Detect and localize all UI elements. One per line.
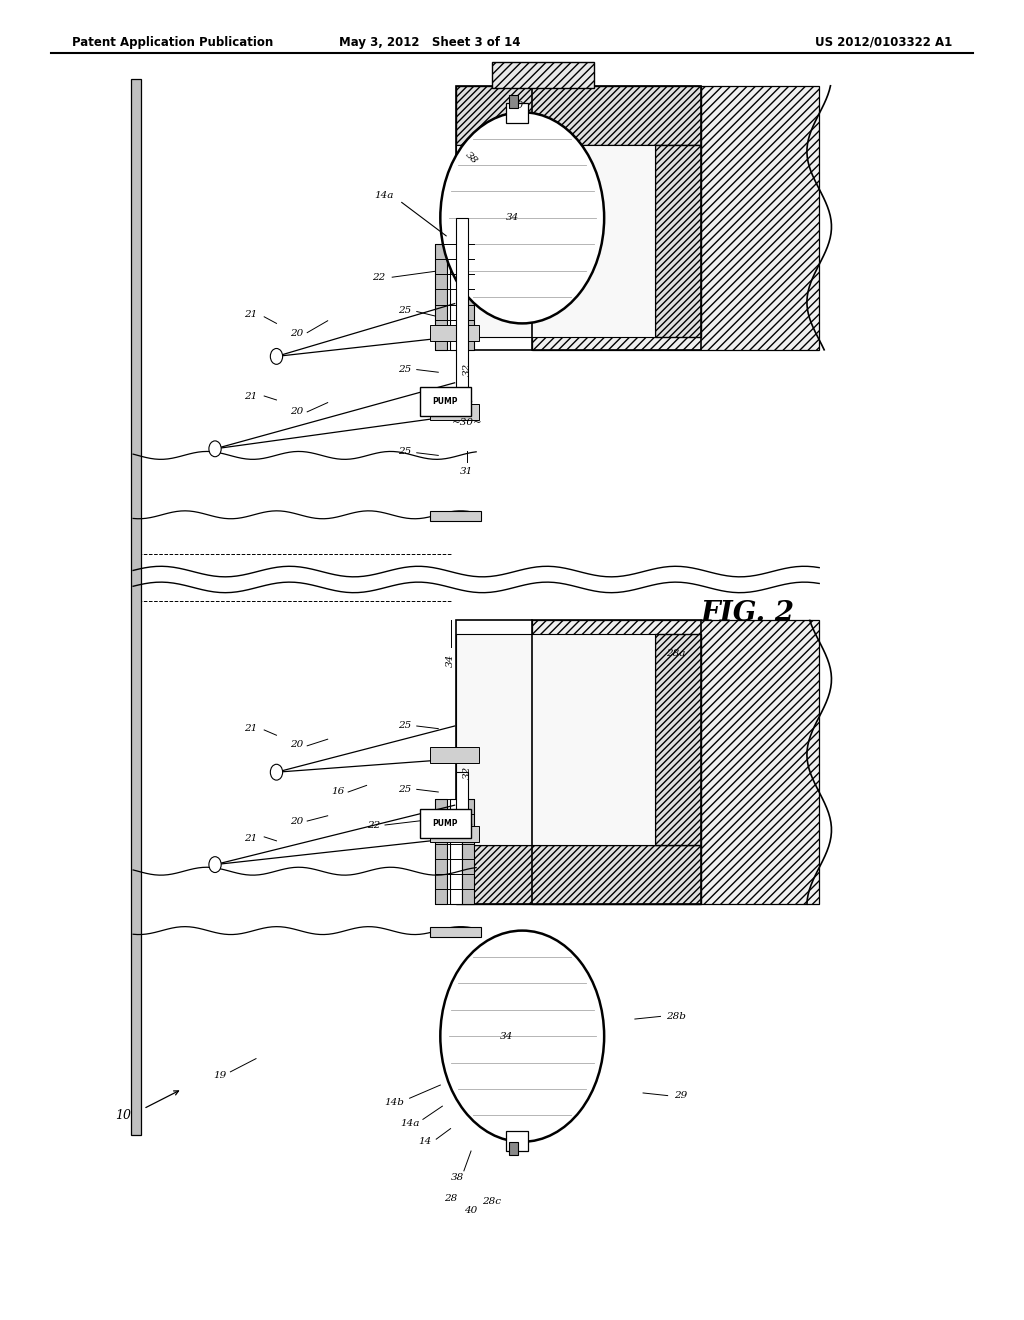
Text: 20: 20 [291, 408, 303, 416]
Text: 34: 34 [506, 214, 518, 222]
Bar [420, 809, 471, 838]
Bar [509, 95, 518, 108]
Text: 22: 22 [373, 273, 385, 281]
Circle shape [270, 348, 283, 364]
Bar [655, 145, 701, 337]
Bar [456, 218, 468, 409]
Text: 34: 34 [501, 1032, 513, 1040]
Text: 14a: 14a [375, 191, 393, 199]
Text: 25: 25 [398, 447, 411, 455]
Bar [456, 86, 701, 145]
Bar [450, 799, 462, 904]
Text: 21: 21 [245, 834, 257, 842]
Bar [456, 634, 655, 845]
Text: 21: 21 [245, 310, 257, 318]
Text: 25: 25 [398, 306, 411, 314]
Text: 29: 29 [675, 1092, 687, 1100]
Bar [456, 845, 701, 904]
Bar [655, 634, 701, 845]
Circle shape [440, 112, 604, 323]
Text: 14a: 14a [400, 1119, 419, 1127]
Text: 28: 28 [444, 1195, 457, 1203]
Bar [420, 387, 471, 416]
Bar [430, 747, 479, 763]
Bar [456, 86, 701, 350]
Bar [450, 244, 462, 350]
Bar [462, 244, 474, 350]
Text: 25: 25 [398, 785, 411, 793]
Bar [430, 511, 481, 521]
Bar [430, 927, 481, 937]
Text: FIG. 2: FIG. 2 [700, 601, 795, 627]
Text: 22: 22 [368, 821, 380, 829]
Text: 34: 34 [446, 653, 455, 667]
Text: 31: 31 [461, 467, 473, 475]
Text: May 3, 2012   Sheet 3 of 14: May 3, 2012 Sheet 3 of 14 [339, 36, 521, 49]
Text: 38: 38 [463, 150, 479, 166]
Text: PUMP: PUMP [433, 820, 458, 828]
Text: 32: 32 [463, 766, 471, 779]
Bar [532, 86, 819, 350]
Text: 16: 16 [332, 788, 344, 796]
Text: 14b: 14b [384, 1098, 404, 1106]
Bar [131, 79, 141, 1135]
Text: 21: 21 [245, 725, 257, 733]
Bar [506, 1131, 528, 1151]
Bar [430, 325, 479, 341]
Text: 32: 32 [463, 363, 471, 376]
Bar [506, 103, 528, 123]
Text: 20: 20 [291, 330, 303, 338]
Text: ~30~: ~30~ [452, 418, 482, 426]
Text: 25: 25 [398, 722, 411, 730]
Bar [532, 620, 819, 904]
Text: 10: 10 [115, 1109, 131, 1122]
Text: 40: 40 [511, 102, 523, 110]
Bar [456, 772, 468, 832]
Text: US 2012/0103322 A1: US 2012/0103322 A1 [815, 36, 952, 49]
Text: 38: 38 [452, 1173, 464, 1181]
Text: Patent Application Publication: Patent Application Publication [72, 36, 273, 49]
Bar [456, 620, 701, 904]
Bar [430, 404, 479, 420]
Bar [462, 799, 474, 904]
Circle shape [440, 931, 604, 1142]
Text: 20: 20 [291, 741, 303, 748]
Bar [430, 826, 479, 842]
Text: 14: 14 [419, 1138, 431, 1146]
Text: 25: 25 [398, 366, 411, 374]
Text: 28a: 28a [667, 649, 685, 657]
Bar [435, 244, 447, 350]
Bar [509, 1142, 518, 1155]
Circle shape [209, 857, 221, 873]
Circle shape [270, 764, 283, 780]
Text: 40: 40 [465, 1206, 477, 1214]
Text: 21: 21 [245, 392, 257, 400]
Text: PUMP: PUMP [433, 397, 458, 405]
Text: 20: 20 [291, 817, 303, 825]
Bar [492, 62, 594, 88]
Text: 28c: 28c [482, 1197, 501, 1205]
Text: 28b: 28b [666, 1012, 686, 1020]
Bar [435, 799, 447, 904]
Text: 19: 19 [214, 1072, 226, 1080]
Bar [456, 145, 655, 337]
Circle shape [209, 441, 221, 457]
